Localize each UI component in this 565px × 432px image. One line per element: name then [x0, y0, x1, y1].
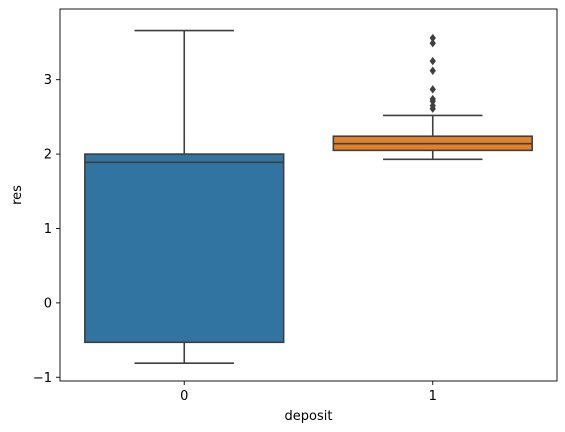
box-group-1	[332, 33, 533, 161]
axes: −1 0 1 2 3 0 1	[33, 73, 437, 404]
axes-frame	[59, 8, 558, 382]
y-tick-label: −1	[33, 371, 52, 386]
y-tick-label: 2	[44, 148, 52, 163]
outlier-point	[429, 85, 436, 94]
outlier-point	[429, 56, 436, 66]
outlier-point	[429, 33, 436, 43]
box-group-0	[84, 29, 285, 364]
y-axis-label: res	[10, 185, 25, 205]
y-tick-label: 1	[44, 222, 52, 237]
outlier-point	[429, 66, 436, 75]
outlier-point	[429, 94, 436, 104]
x-axis-label: deposit	[285, 409, 333, 424]
x-tick-label: 0	[180, 389, 188, 404]
x-tick-label: 1	[429, 389, 437, 404]
outlier-point	[429, 39, 436, 48]
y-tick-label: 3	[44, 73, 52, 88]
plot-area	[84, 29, 533, 364]
box-iqr	[84, 153, 285, 344]
y-tick-label: 0	[44, 296, 52, 311]
outlier-point	[429, 101, 436, 110]
